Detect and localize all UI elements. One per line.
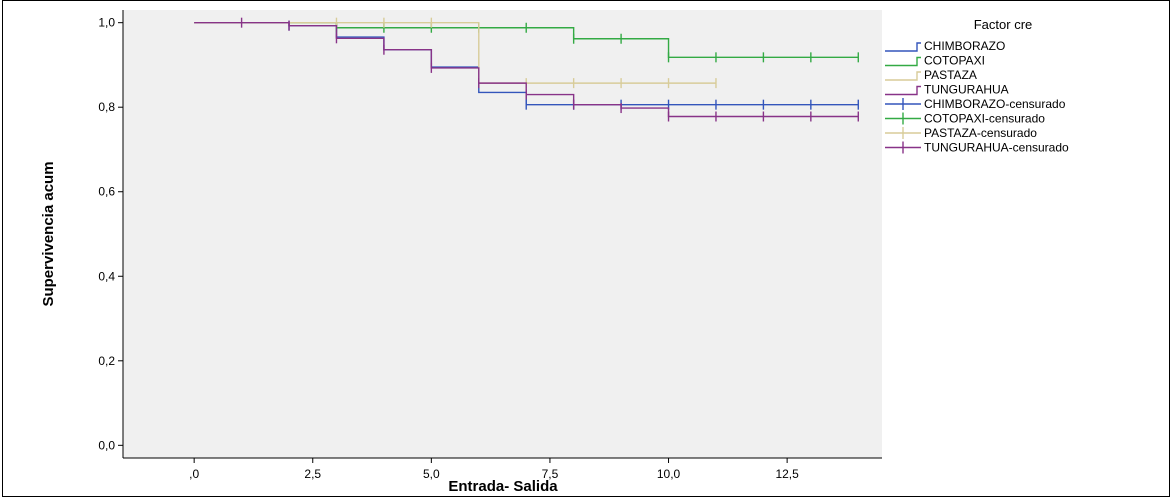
y-axis-label: Supervivencia acum [40, 161, 57, 306]
y-tick-label: 0,6 [98, 185, 115, 199]
x-tick-label: 2,5 [304, 467, 321, 481]
y-tick-label: 1,0 [98, 16, 115, 30]
legend-entry: CHIMBORAZO [924, 39, 1005, 53]
legend-swatch [885, 56, 921, 67]
x-axis-label: Entrada- Salida [448, 478, 558, 495]
y-tick-label: 0,4 [98, 269, 115, 283]
y-tick-label: 0,0 [98, 438, 115, 452]
legend-swatch [885, 42, 921, 52]
plot-area [123, 10, 882, 458]
legend-entry: PASTAZA-censurado [924, 126, 1037, 140]
x-tick-label: ,0 [189, 467, 199, 481]
survival-chart: 0,0 0,2 0,4 0,6 0,8 1,0 ,0 2,5 5,0 7,5 10,0 12,5 En… [40, 10, 1069, 495]
legend-swatch [885, 85, 921, 96]
legend-entry: COTOPAXI-censurado [924, 112, 1045, 126]
legend-entry: TUNGURAHUA-censurado [924, 141, 1069, 155]
x-tick-label: 7,5 [542, 467, 559, 481]
legend-swatch [885, 71, 921, 81]
legend-title: Factor cre [974, 17, 1033, 32]
legend-entry: PASTAZA [924, 68, 977, 82]
y-tick-label: 0,8 [98, 100, 115, 114]
axis-ticks: 0,0 0,2 0,4 0,6 0,8 1,0 ,0 2,5 5,0 7,5 10,0 12,5 [98, 16, 799, 481]
legend-entry: COTOPAXI [924, 54, 985, 68]
legend-entry: TUNGURAHUA [924, 83, 1009, 97]
y-tick-label: 0,2 [98, 354, 115, 368]
series-layer [194, 17, 859, 122]
x-tick-label: 12,5 [775, 467, 799, 481]
x-tick-label: 5,0 [423, 467, 440, 481]
legend-entry: CHIMBORAZO-censurado [924, 97, 1066, 111]
legend: Factor cre CHIMBORAZOCOTOPAXIPASTAZATUNG… [885, 17, 1069, 155]
x-tick-label: 10,0 [657, 467, 681, 481]
